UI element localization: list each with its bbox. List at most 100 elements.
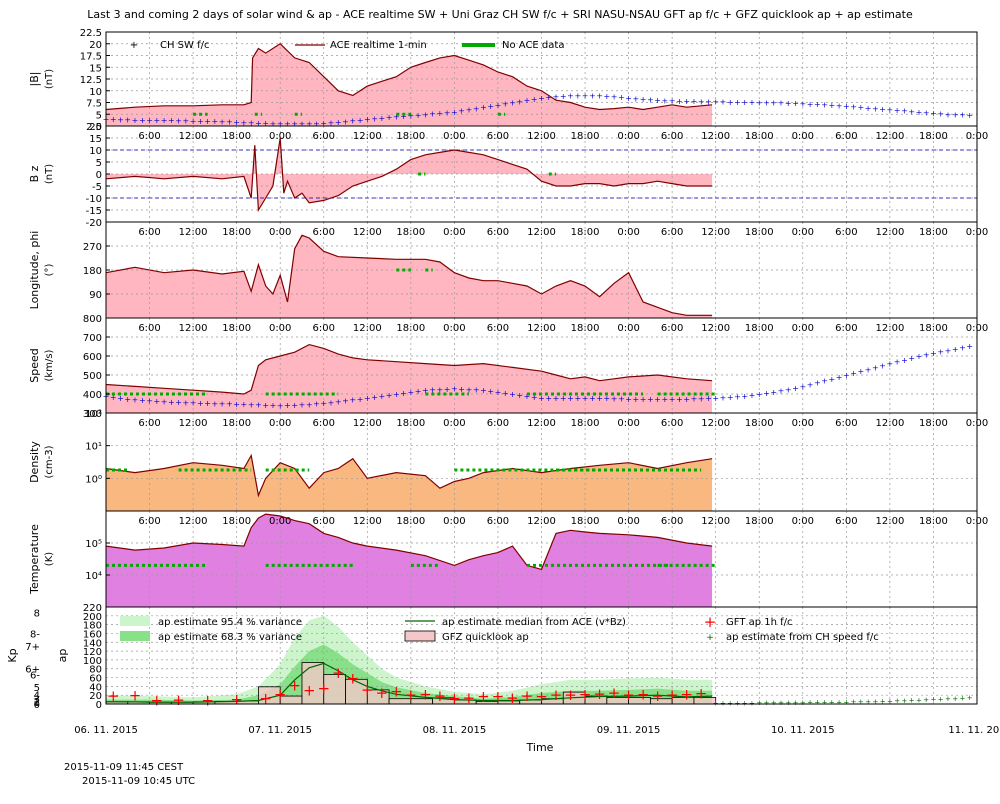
gft-ap-point: + [521,687,534,705]
gft-ap-point: + [463,689,476,707]
ch-forecast-point: + [538,94,545,103]
ch-forecast-point: + [306,400,313,409]
ch-forecast-point: + [139,396,146,405]
ace-line-n [105,453,713,498]
x-tick-label: 12:00 [353,516,382,527]
gft-ap-point: + [434,687,447,705]
ch-forecast-point: + [378,114,385,123]
legend-ch-label: CH SW f/c [160,40,209,51]
gft-ap-point: + [608,684,621,702]
ch-forecast-point: + [582,91,589,100]
ch-forecast-point: + [814,100,821,109]
ch-forecast-point: + [146,397,153,406]
ch-forecast-point: + [698,97,705,106]
x-tick-label: 6:00 [487,131,509,142]
ch-forecast-point: + [407,111,414,120]
ch-forecast-point: + [531,393,538,402]
ch-forecast-point: + [916,352,923,361]
ch-forecast-point: + [291,401,298,410]
ch-ap-point: + [938,695,944,703]
ch-forecast-point: + [371,393,378,402]
ch-forecast-point: + [473,104,480,113]
ch-forecast-point: + [574,91,581,100]
ch-forecast-point: + [342,117,349,126]
ch-forecast-point: + [560,394,567,403]
ch-forecast-point: + [669,97,676,106]
ch-forecast-point: + [567,91,574,100]
ch-forecast-point: + [611,93,618,102]
ch-forecast-point: + [858,103,865,112]
ch-forecast-point: + [836,373,843,382]
x-tick-label: 0:00 [443,323,465,334]
ch-forecast-point: + [524,96,531,105]
legend-median-label: ap estimate median from ACE (v*Bz) [442,617,626,628]
x-tick-label: 12:00 [875,227,904,238]
y-axis-label: B z [28,165,41,182]
ch-forecast-point: + [683,395,690,404]
gft-ap-point: + [201,691,214,709]
gft-ap-point: + [274,685,287,703]
x-tick-label: 12:00 [527,323,556,334]
ch-forecast-point: + [756,98,763,107]
ch-forecast-point: + [785,385,792,394]
gft-ap-point: + [332,664,345,682]
ch-forecast-point: + [603,394,610,403]
ch-forecast-point: + [894,358,901,367]
ch-forecast-point: + [952,345,959,354]
x-tick-label: 6:00 [313,323,335,334]
ch-ap-point: + [887,697,893,705]
x-tick-label: 6:00 [138,131,160,142]
ch-forecast-point: + [516,97,523,106]
ch-forecast-point: + [916,108,923,117]
ch-forecast-point: + [625,395,632,404]
ch-forecast-point: + [437,385,444,394]
ch-forecast-point: + [582,394,589,403]
ch-forecast-point: + [930,109,937,118]
ch-ap-point: + [749,699,755,707]
ap-tick-label: 120 [83,647,102,658]
x-tick-label: 18:00 [745,418,774,429]
x-tick-label: 12:00 [875,131,904,142]
y-tick-label: -10 [86,194,102,205]
x-tick-label: 6:00 [138,227,160,238]
ch-forecast-point: + [458,385,465,394]
ch-forecast-point: + [727,393,734,402]
x-tick-label: 18:00 [396,131,425,142]
ch-forecast-point: + [567,394,574,403]
ch-forecast-point: + [683,97,690,106]
kp-tick-label: 6- [30,670,40,681]
ace-line-phi [105,234,713,316]
ch-forecast-point: + [161,398,168,407]
y-axis-unit: (km/s) [44,349,55,381]
ch-forecast-point: + [241,400,248,409]
legend-gft-marker: + [704,613,717,631]
ch-forecast-point: + [792,99,799,108]
ch-forecast-point: + [821,100,828,109]
x-tick-label: 18:00 [396,227,425,238]
footer-time-cest: 2015-11-09 11:45 CEST [64,762,184,773]
ap-tick-label: 100 [83,656,102,667]
y-tick-label: 800 [83,314,102,325]
ch-forecast-point: + [487,102,494,111]
ch-forecast-point: + [930,349,937,358]
ap-axis-label: ap [56,649,69,663]
x-tick-label: 12:00 [179,418,208,429]
ch-forecast-point: + [850,369,857,378]
x-tick-label: 18:00 [571,131,600,142]
x-tick-label: 6:00 [313,516,335,527]
x-tick-label: 6:00 [835,323,857,334]
ch-forecast-point: + [952,110,959,119]
x-tick-label: 12:00 [179,323,208,334]
x-tick-label: 6:00 [313,418,335,429]
legend-gft-label: GFT ap 1h f/c [726,617,793,628]
ch-forecast-point: + [400,389,407,398]
x-tick-label: 0:00 [269,227,291,238]
ch-ap-point: + [909,697,915,705]
ch-ap-point: + [793,699,799,707]
ch-forecast-point: + [596,91,603,100]
x-tick-label: 18:00 [396,516,425,527]
x-tick-label: 12:00 [527,418,556,429]
x-tick-label: 0:00 [617,131,639,142]
ch-ap-point: + [952,695,958,703]
x-tick-label: 0:00 [269,131,291,142]
